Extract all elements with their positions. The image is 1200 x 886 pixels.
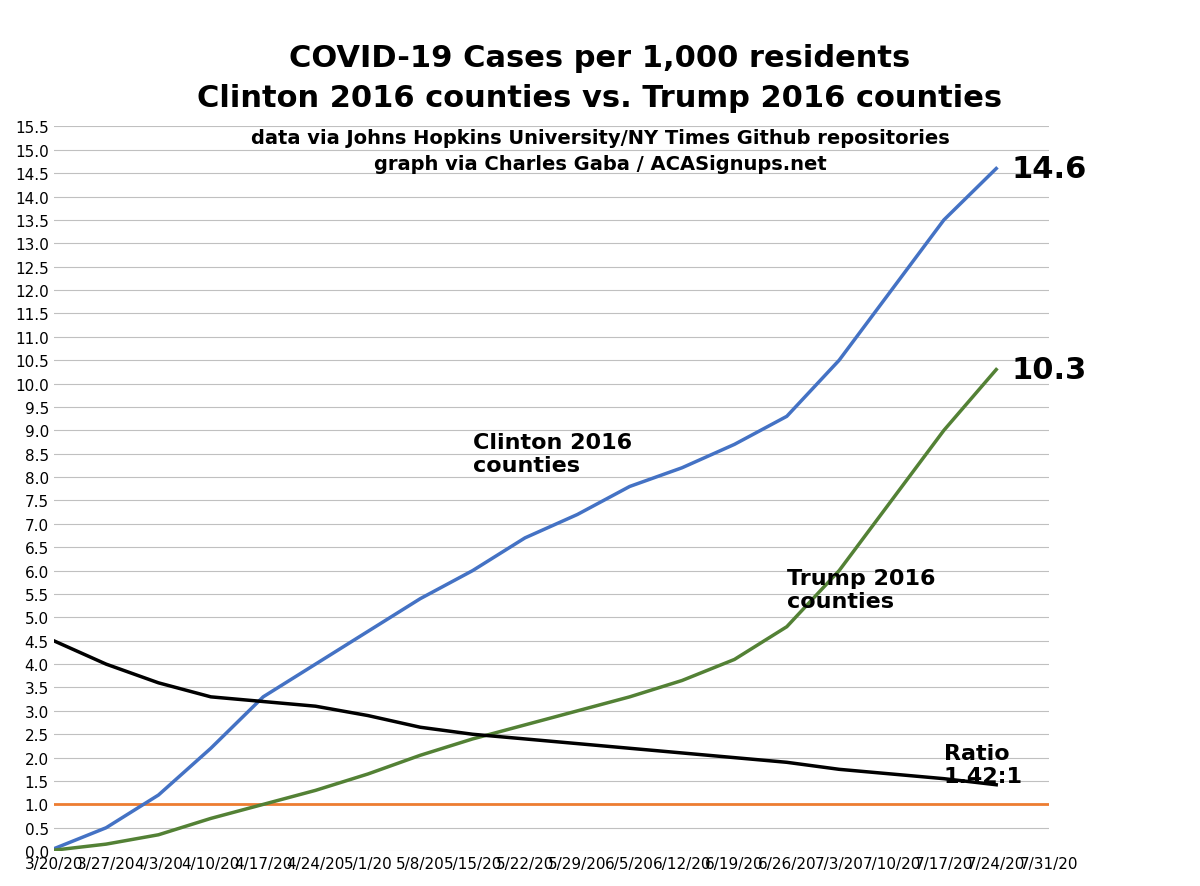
Text: data via Johns Hopkins University/NY Times Github repositories: data via Johns Hopkins University/NY Tim… — [251, 128, 949, 147]
Text: Trump 2016
counties: Trump 2016 counties — [787, 568, 935, 611]
Text: COVID-19 Cases per 1,000 residents: COVID-19 Cases per 1,000 residents — [289, 44, 911, 74]
Text: 10.3: 10.3 — [1012, 355, 1086, 385]
Text: Clinton 2016 counties vs. Trump 2016 counties: Clinton 2016 counties vs. Trump 2016 cou… — [198, 84, 1002, 113]
Text: 14.6: 14.6 — [1012, 155, 1086, 183]
Text: Clinton 2016
counties: Clinton 2016 counties — [473, 432, 631, 476]
Text: graph via Charles Gaba / ACASignups.net: graph via Charles Gaba / ACASignups.net — [373, 155, 827, 174]
Text: Ratio
1.42:1: Ratio 1.42:1 — [944, 743, 1022, 787]
